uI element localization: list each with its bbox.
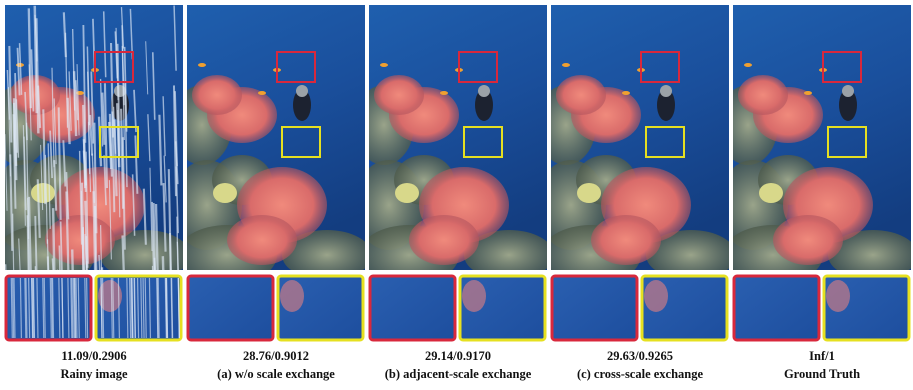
- coral: [45, 215, 115, 265]
- crop-coral: [826, 280, 850, 312]
- crop-coral: [644, 280, 668, 312]
- image: [354, 5, 554, 285]
- score: 28.76/0.9012: [243, 349, 309, 363]
- fish: [744, 63, 752, 67]
- panel: 29.14/0.9170 (b) adjacent-scale exchange: [354, 5, 554, 381]
- fish: [380, 63, 388, 67]
- image: [536, 5, 736, 285]
- sponge: [577, 183, 601, 203]
- score: Inf/1: [809, 349, 835, 363]
- diver-head: [296, 85, 308, 97]
- caption: Ground Truth: [784, 367, 860, 381]
- red-crop: [188, 276, 273, 340]
- sponge: [31, 183, 55, 203]
- fish: [804, 91, 812, 95]
- caption: (c) cross-scale exchange: [577, 367, 704, 381]
- red-crop: [734, 276, 819, 340]
- panel: Inf/1 Ground Truth: [718, 5, 913, 381]
- score: 29.14/0.9170: [425, 349, 491, 363]
- panel: 28.76/0.9012 (a) w/o scale exchange: [172, 5, 372, 381]
- sponge: [213, 183, 237, 203]
- fish: [258, 91, 266, 95]
- fish: [622, 91, 630, 95]
- coral: [556, 75, 606, 115]
- coral: [591, 215, 661, 265]
- fish: [562, 63, 570, 67]
- panel: 29.63/0.9265 (c) cross-scale exchange: [536, 5, 736, 381]
- score: 11.09/0.2906: [61, 349, 126, 363]
- sponge: [395, 183, 419, 203]
- coral: [192, 75, 242, 115]
- image: [718, 5, 913, 285]
- caption: (b) adjacent-scale exchange: [385, 367, 532, 381]
- coral: [773, 215, 843, 265]
- score: 29.63/0.9265: [607, 349, 673, 363]
- panel: 11.09/0.2906 Rainy image: [0, 5, 190, 381]
- red-crop: [552, 276, 637, 340]
- red-crop: [370, 276, 455, 340]
- diver-head: [478, 85, 490, 97]
- coral: [374, 75, 424, 115]
- caption: Rainy image: [60, 367, 127, 381]
- image: [172, 5, 372, 285]
- coral: [738, 75, 788, 115]
- diver-head: [660, 85, 672, 97]
- diver-head: [842, 85, 854, 97]
- coral: [227, 215, 297, 265]
- fish: [198, 63, 206, 67]
- coral: [409, 215, 479, 265]
- sponge: [759, 183, 783, 203]
- figure: 11.09/0.2906 Rainy image 28.76/0.9012 (a) w…: [0, 0, 913, 385]
- fish: [440, 91, 448, 95]
- crop-coral: [462, 280, 486, 312]
- caption: (a) w/o scale exchange: [217, 367, 335, 381]
- crop-coral: [280, 280, 304, 312]
